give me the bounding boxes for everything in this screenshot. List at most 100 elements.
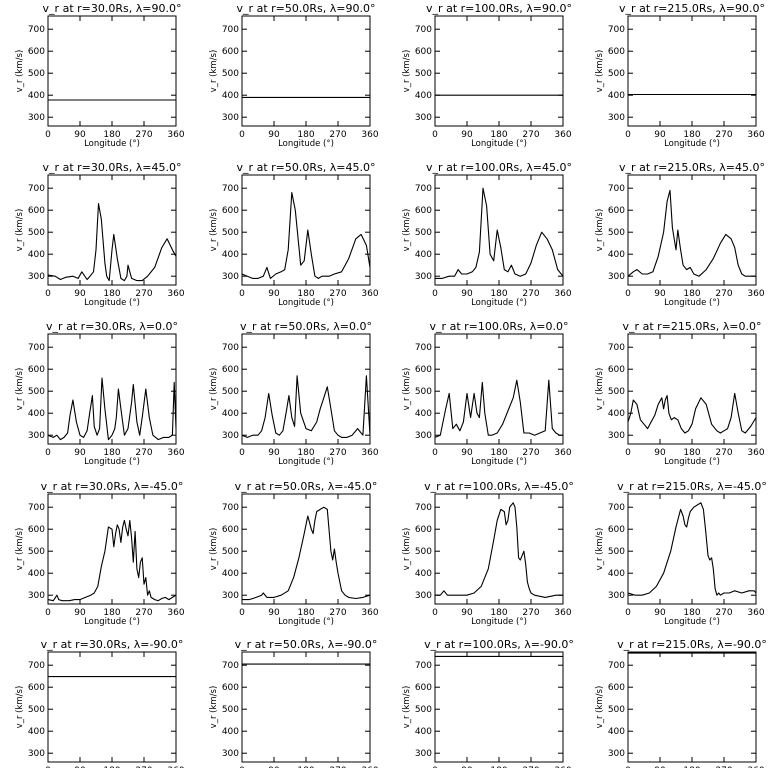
panel-title: v_r at r=50.0Rs, λ=45.0°: [237, 161, 376, 174]
series-line: [627, 392, 757, 434]
x-tick-label: 180: [103, 766, 120, 768]
y-tick-label: 400: [415, 569, 432, 579]
panel-title: v_r at r=100.0Rs, λ=90.0°: [426, 2, 572, 15]
x-tick-label: 0: [432, 448, 438, 458]
x-tick-label: 0: [432, 608, 438, 618]
x-tick-label: 180: [683, 448, 700, 458]
panel-15: v_r at r=215.0Rs, λ=-45.0° 0 90 180 270 360 30…: [595, 480, 767, 627]
y-tick-label: 300: [28, 749, 45, 759]
panel-title: v_r at r=100.0Rs, λ=-45.0°: [424, 480, 574, 493]
y-tick-label: 600: [608, 47, 625, 57]
panel-13: v_r at r=50.0Rs, λ=-45.0° 0 90 180 270 360 300…: [209, 480, 379, 627]
y-tick-label: 400: [28, 409, 45, 419]
y-tick-label: 500: [222, 387, 239, 397]
y-tick-label: 700: [222, 503, 239, 513]
y-tick-label: 700: [415, 25, 432, 35]
x-tick-label: 360: [167, 448, 184, 458]
y-axis-label: v_r (km/s): [209, 528, 219, 571]
y-tick-label: 600: [28, 47, 45, 57]
y-tick-label: 700: [608, 503, 625, 513]
y-tick-label: 600: [608, 206, 625, 216]
x-tick-label: 90: [268, 766, 280, 768]
panel-5: v_r at r=50.0Rs, λ=45.0° 0 90 180 270 360 300 4…: [209, 161, 379, 308]
x-tick-label: 0: [625, 130, 631, 140]
x-tick-label: 360: [554, 766, 571, 768]
x-tick-label: 270: [329, 608, 346, 618]
panel-title: v_r at r=215.0Rs, λ=45.0°: [619, 161, 765, 174]
x-axis-label: Longitude (°): [471, 298, 527, 308]
plot-frame: [434, 651, 564, 763]
plot-frame: [241, 651, 371, 763]
y-tick-label: 600: [28, 525, 45, 535]
x-axis-label: Longitude (°): [471, 139, 527, 149]
y-tick-label: 500: [415, 387, 432, 397]
y-tick-label: 400: [222, 569, 239, 579]
x-tick-label: 0: [625, 608, 631, 618]
y-tick-label: 400: [608, 727, 625, 737]
x-tick-label: 90: [461, 289, 473, 299]
y-tick-label: 500: [222, 705, 239, 715]
y-axis-label: v_r (km/s): [402, 528, 412, 571]
x-axis-label: Longitude (°): [278, 617, 334, 627]
x-axis-label: Longitude (°): [664, 298, 720, 308]
y-tick-label: 600: [28, 683, 45, 693]
y-tick-label: 600: [222, 683, 239, 693]
y-tick-label: 700: [415, 343, 432, 353]
y-axis-label: v_r (km/s): [402, 209, 412, 252]
x-tick-label: 360: [361, 448, 378, 458]
y-tick-label: 700: [415, 184, 432, 194]
plot-frame: [241, 174, 371, 286]
x-tick-label: 270: [135, 448, 152, 458]
x-tick-label: 90: [268, 289, 280, 299]
y-tick-label: 500: [415, 228, 432, 238]
y-tick-label: 300: [415, 591, 432, 601]
x-axis-label: Longitude (°): [664, 617, 720, 627]
x-tick-label: 270: [135, 289, 152, 299]
series-line: [435, 502, 563, 598]
x-tick-label: 180: [297, 608, 314, 618]
panel-8: v_r at r=30.0Rs, λ=0.0° 0 90 180 270 360 300 40…: [15, 320, 185, 467]
x-tick-label: 360: [167, 608, 184, 618]
y-tick-label: 500: [608, 547, 625, 557]
y-tick-label: 600: [608, 683, 625, 693]
y-tick-label: 300: [415, 431, 432, 441]
x-tick-label: 270: [715, 608, 732, 618]
y-tick-label: 300: [608, 431, 625, 441]
panel-14: v_r at r=100.0Rs, λ=-45.0° 0 90 180 270 360 30…: [402, 480, 574, 627]
x-tick-label: 270: [135, 130, 152, 140]
panel-title: v_r at r=100.0Rs, λ=0.0°: [430, 320, 569, 333]
y-tick-label: 700: [415, 661, 432, 671]
panel-10: v_r at r=100.0Rs, λ=0.0° 0 90 180 270 360 300 4…: [402, 320, 572, 467]
x-tick-label: 270: [329, 130, 346, 140]
y-axis-label: v_r (km/s): [595, 50, 605, 93]
y-tick-label: 300: [222, 591, 239, 601]
y-tick-label: 500: [415, 705, 432, 715]
x-tick-label: 0: [239, 448, 245, 458]
panel-title: v_r at r=215.0Rs, λ=90.0°: [619, 2, 765, 15]
x-tick-label: 180: [297, 448, 314, 458]
plot-frame: [627, 493, 757, 605]
panel-12: v_r at r=30.0Rs, λ=-45.0° 0 90 180 270 360 300…: [15, 480, 185, 627]
y-tick-label: 300: [28, 272, 45, 282]
x-tick-label: 90: [74, 448, 86, 458]
x-axis-label: Longitude (°): [471, 457, 527, 467]
x-tick-label: 90: [461, 448, 473, 458]
panel-6: v_r at r=100.0Rs, λ=45.0° 0 90 180 270 360 300…: [402, 161, 572, 308]
y-tick-label: 300: [28, 431, 45, 441]
x-tick-label: 270: [715, 448, 732, 458]
y-tick-label: 700: [28, 25, 45, 35]
x-axis-label: Longitude (°): [278, 457, 334, 467]
x-tick-label: 360: [747, 130, 764, 140]
y-tick-label: 300: [28, 113, 45, 123]
y-tick-label: 500: [608, 387, 625, 397]
x-tick-label: 90: [461, 608, 473, 618]
x-tick-label: 0: [45, 766, 51, 768]
panel-title: v_r at r=30.0Rs, λ=-90.0°: [41, 638, 184, 651]
y-tick-label: 400: [28, 727, 45, 737]
panel-title: v_r at r=100.0Rs, λ=45.0°: [426, 161, 572, 174]
panel-17: v_r at r=50.0Rs, λ=-90.0° 0 90 180 270 360 300…: [209, 638, 379, 768]
panel-18: v_r at r=100.0Rs, λ=-90.0° 0 90 180 270 360 30…: [402, 638, 574, 768]
y-tick-label: 300: [222, 749, 239, 759]
x-tick-label: 180: [103, 608, 120, 618]
